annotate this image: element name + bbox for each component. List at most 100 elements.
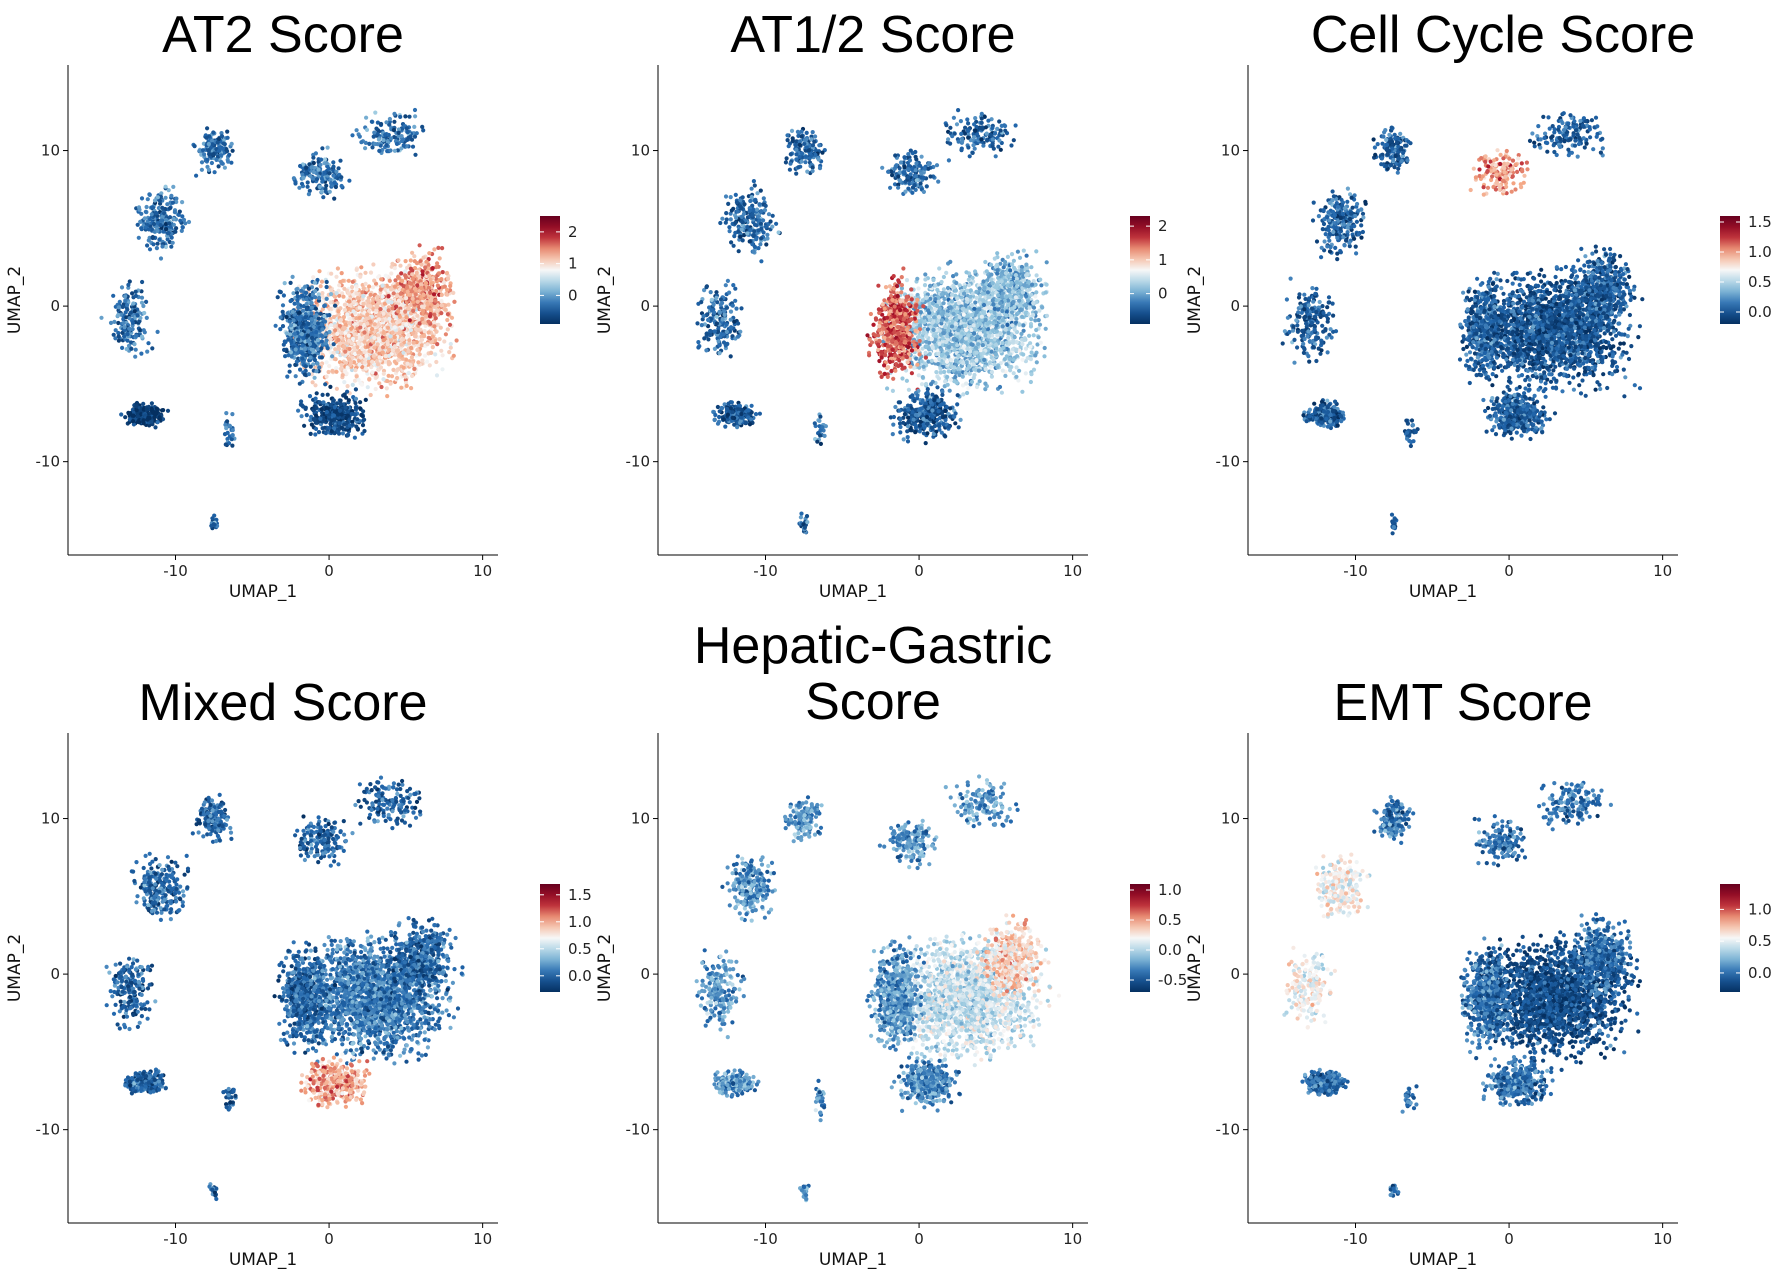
data-point: [314, 397, 318, 401]
data-point: [381, 350, 385, 354]
data-point: [442, 280, 446, 284]
data-point: [316, 347, 320, 351]
data-point: [396, 348, 400, 352]
data-point: [409, 258, 413, 262]
data-point: [961, 375, 965, 379]
data-point: [381, 138, 385, 142]
data-point: [349, 327, 353, 331]
y-axis-label: UMAP_2: [5, 266, 25, 334]
data-point: [304, 406, 308, 410]
data-point: [303, 285, 307, 289]
data-point: [202, 152, 206, 156]
data-point: [353, 401, 357, 405]
data-point: [973, 300, 977, 304]
data-point: [283, 281, 287, 285]
data-point: [306, 339, 310, 343]
data-point: [310, 306, 314, 310]
data-point: [329, 323, 333, 327]
data-point: [139, 226, 143, 230]
data-point: [194, 174, 198, 178]
data-point: [322, 170, 326, 174]
data-point: [285, 375, 289, 379]
data-point: [942, 370, 946, 374]
data-point: [131, 327, 135, 331]
data-point: [381, 295, 385, 299]
data-point: [169, 245, 173, 249]
data-point: [445, 288, 449, 292]
data-point: [448, 284, 452, 288]
data-point: [171, 241, 175, 245]
data-point: [415, 348, 419, 352]
data-point: [330, 369, 334, 373]
data-point: [318, 163, 322, 167]
data-point: [358, 406, 362, 410]
data-point: [210, 516, 214, 520]
data-point: [365, 128, 369, 132]
data-point: [443, 303, 447, 307]
data-point: [389, 338, 393, 342]
data-point: [396, 309, 400, 313]
data-point: [156, 420, 160, 424]
data-point: [332, 315, 336, 319]
data-point: [145, 316, 149, 320]
data-point: [379, 288, 383, 292]
data-point: [319, 158, 323, 162]
data-point: [354, 397, 358, 401]
data-point: [144, 210, 148, 214]
data-point: [217, 149, 221, 153]
data-point: [436, 246, 440, 250]
data-point: [354, 406, 358, 410]
data-point: [327, 330, 331, 334]
data-point: [332, 197, 336, 201]
data-point: [292, 318, 296, 322]
data-point: [402, 366, 406, 370]
data-point: [174, 226, 178, 230]
data-point: [937, 300, 941, 304]
data-point: [306, 334, 310, 338]
data-point: [429, 278, 433, 282]
data-point: [393, 325, 397, 329]
data-point: [389, 136, 393, 140]
data-point: [1004, 362, 1008, 366]
y-tick-label: 10: [41, 142, 60, 160]
data-point: [440, 293, 444, 297]
data-point: [303, 373, 307, 377]
data-point: [311, 177, 315, 181]
data-point: [145, 407, 149, 411]
data-point: [368, 304, 372, 308]
data-point: [971, 276, 975, 280]
data-point: [405, 285, 409, 289]
data-point: [138, 220, 142, 224]
data-point: [144, 300, 148, 304]
data-point: [423, 329, 427, 333]
data-point: [446, 277, 450, 281]
data-point: [155, 407, 159, 411]
data-point: [308, 394, 312, 398]
data-point: [158, 415, 162, 419]
data-point: [399, 292, 403, 296]
data-point: [343, 303, 347, 307]
data-point: [1038, 323, 1042, 327]
data-point: [407, 115, 411, 119]
data-point: [117, 305, 121, 309]
data-point: [308, 174, 312, 178]
data-point: [227, 153, 231, 157]
data-point: [145, 243, 149, 247]
data-point: [166, 409, 170, 413]
data-point: [432, 324, 436, 328]
data-point: [360, 290, 364, 294]
data-point: [147, 227, 151, 231]
data-point: [314, 427, 318, 431]
data-point: [429, 299, 433, 303]
data-point: [116, 313, 120, 317]
data-point: [415, 283, 419, 287]
data-point: [357, 363, 361, 367]
data-point: [211, 142, 215, 146]
data-point: [377, 381, 381, 385]
data-point: [140, 280, 144, 284]
data-point: [420, 263, 424, 267]
data-point: [297, 186, 301, 190]
data-point: [313, 281, 317, 285]
data-point: [310, 336, 314, 340]
data-point: [131, 414, 135, 418]
